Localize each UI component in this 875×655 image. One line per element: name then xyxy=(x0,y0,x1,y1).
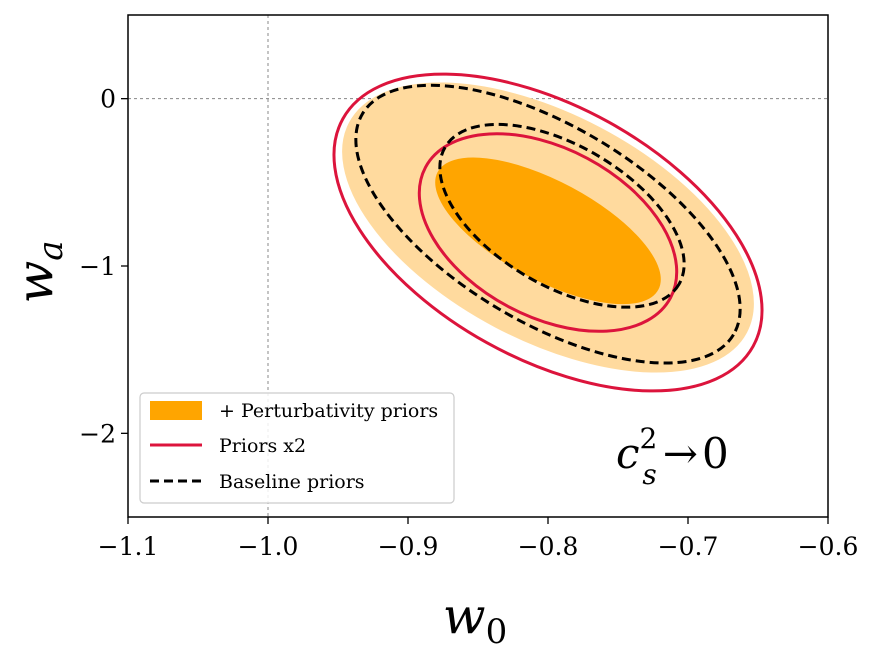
x-tick-label: −0.7 xyxy=(658,532,719,561)
y-tick-label: 0 xyxy=(100,85,116,114)
x-tick-label: −1.1 xyxy=(98,532,159,561)
x-axis-label: w0 xyxy=(443,587,507,652)
legend-label-perturbativity: + Perturbativity priors xyxy=(219,400,438,422)
plot-frame xyxy=(127,14,829,518)
y-tick-label: −2 xyxy=(79,419,116,448)
cs2-annotation: c2 s →0 xyxy=(616,422,729,491)
x-tick-label: −0.6 xyxy=(798,532,859,561)
legend-swatch-filled xyxy=(150,401,202,420)
x-tick-label: −0.9 xyxy=(378,532,439,561)
contour-baseline-95 xyxy=(354,83,742,365)
y-axis-label-group: wa xyxy=(6,240,71,303)
legend-label-priors-x2: Priors x2 xyxy=(219,435,306,457)
contour-priors-x2-95 xyxy=(332,72,764,393)
contour-priors-x2-68 xyxy=(417,132,679,333)
y-axis-label: wa xyxy=(6,240,71,303)
legend: + Perturbativity priors Priors x2 Baseli… xyxy=(139,392,455,504)
x-tick-label: −1.0 xyxy=(238,532,299,561)
legend-box xyxy=(139,392,455,504)
x-tick-label: −0.8 xyxy=(518,532,579,561)
legend-label-baseline: Baseline priors xyxy=(219,471,365,493)
contour-perturbativity-68 xyxy=(435,157,661,305)
y-tick-label: −1 xyxy=(79,252,116,281)
axis-ticks: −1.1 −1.0 −0.9 −0.8 −0.7 −0.6 0 −1 −2 xyxy=(79,85,858,561)
contour-baseline-68 xyxy=(438,122,686,309)
plot-area xyxy=(128,15,828,517)
